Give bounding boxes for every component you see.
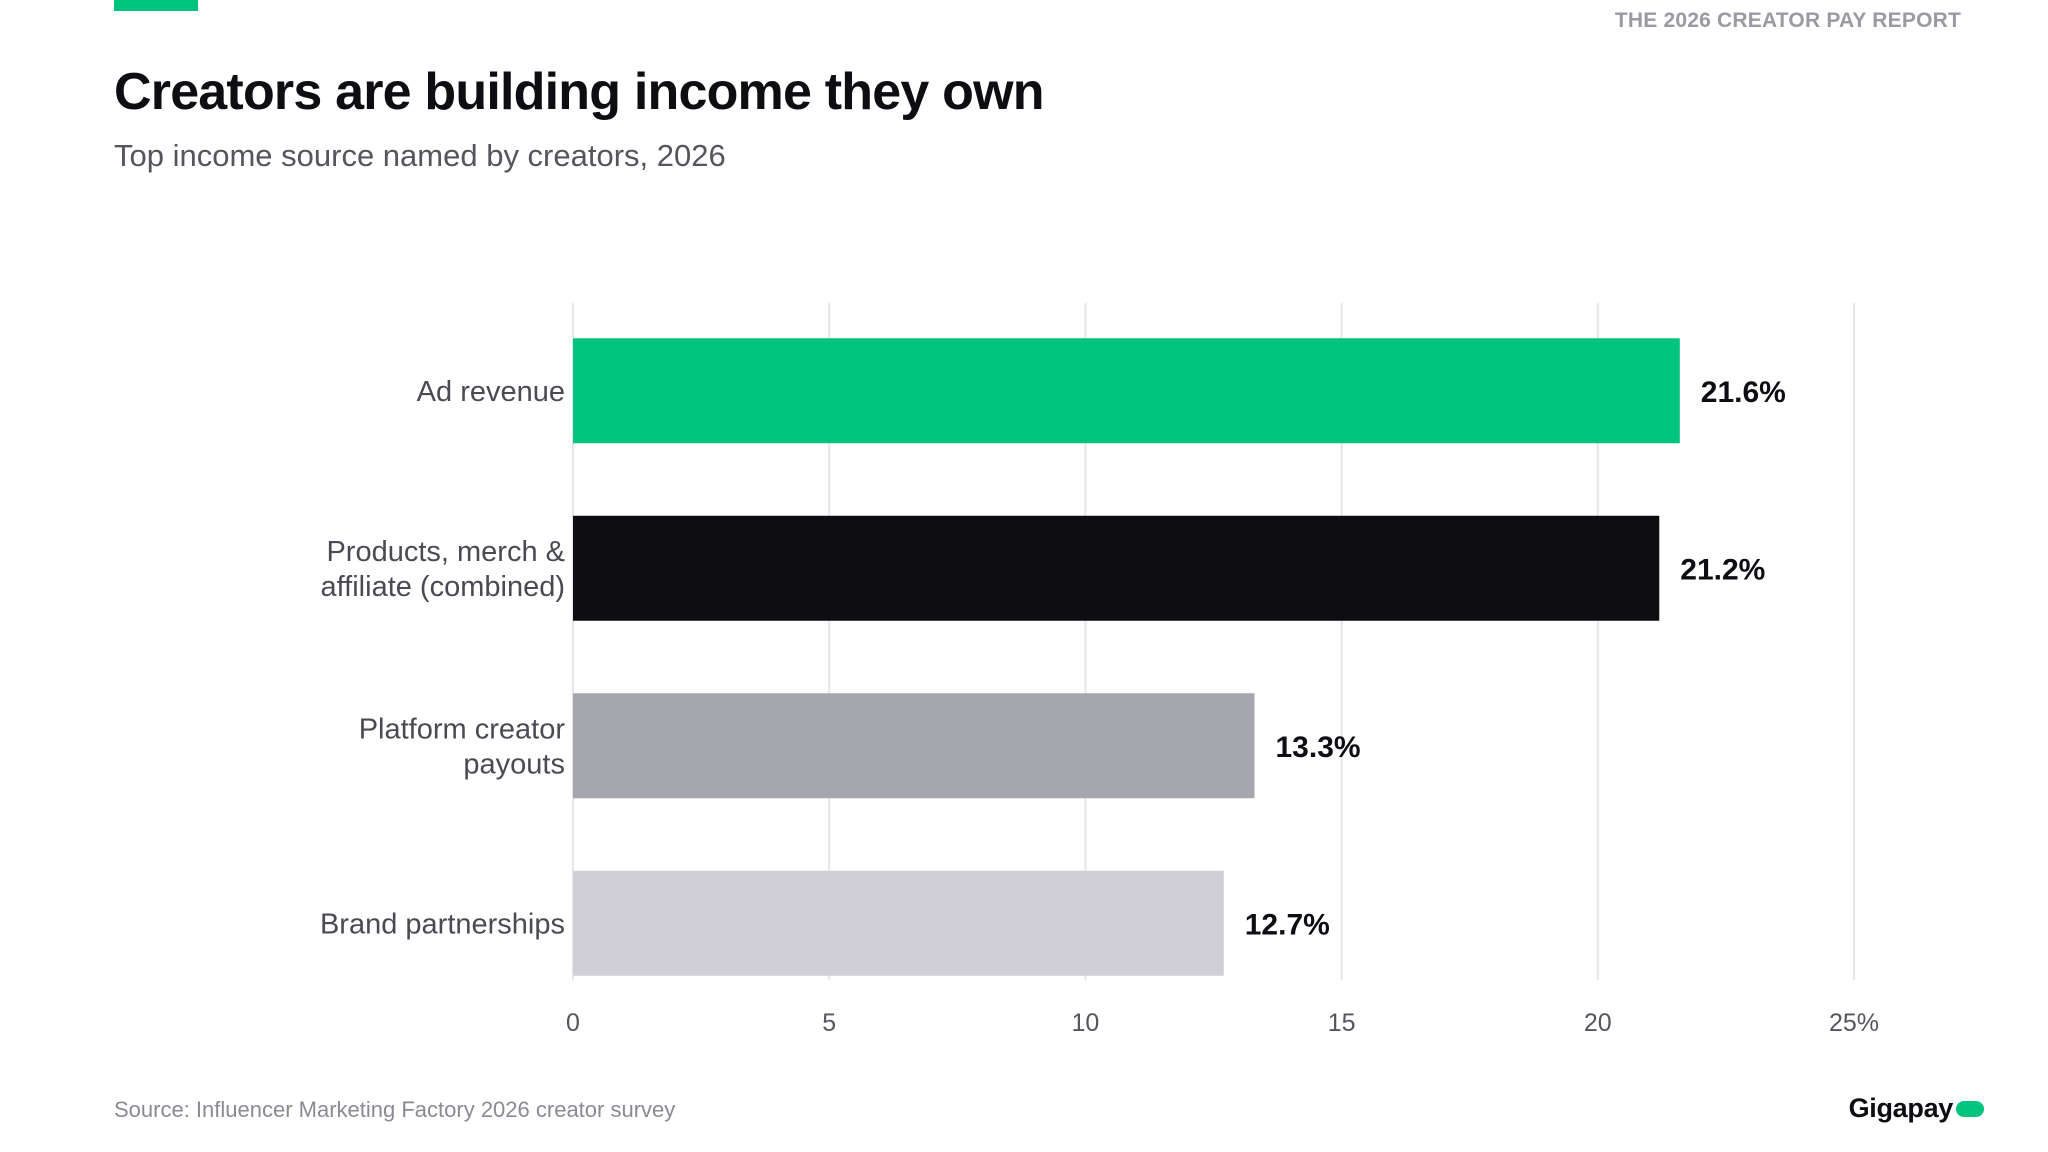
category-label-line: Platform creator [359,713,566,745]
bar-2 [573,693,1255,799]
x-tick-label: 0 [566,1009,580,1037]
value-label: 21.2% [1680,553,1765,586]
logo-wordmark: Gigapay [1848,1093,1954,1123]
chart-subtitle: Top income source named by creators, 202… [114,138,726,173]
chart-title: Creators are building income they own [114,63,1044,121]
category-label: Brand partnerships [320,908,565,940]
x-tick-label: 25% [1829,1009,1879,1037]
category-label: Products, merch & affiliate (combined) [321,536,565,603]
category-label-line: Products, merch & [326,536,565,568]
report-name: THE 2026 CREATOR PAY REPORT [1614,9,1961,32]
bar-1 [573,515,1660,621]
category-label: Ad revenue [417,376,565,408]
x-tick-label: 20 [1584,1009,1612,1037]
x-tick-label: 5 [822,1009,836,1037]
value-label: 21.6% [1701,376,1786,409]
source-note: Source: Influencer Marketing Factory 202… [114,1097,676,1122]
header-accent-bar [114,0,198,11]
bar-3 [573,870,1224,976]
category-label-line: affiliate (combined) [321,571,565,603]
category-label-line: Brand partnerships [320,908,565,940]
category-label-line: Ad revenue [417,376,565,408]
category-label-line: payouts [463,748,565,780]
bar-0 [573,338,1680,444]
value-label: 12.7% [1245,908,1330,941]
x-tick-label: 10 [1071,1009,1099,1037]
bar-chart: 0 5 10 15 20 25% 21.6% Ad revenue 21.2% Products,… [320,303,1879,1037]
value-label: 13.3% [1275,731,1360,764]
gigapay-logo: Gigapay [1849,1093,1984,1124]
logo-dot-icon [1956,1100,1984,1117]
bars [573,338,1680,976]
category-label: Platform creator payouts [359,713,566,780]
labels: 0 5 10 15 20 25% 21.6% Ad revenue 21.2% Products,… [320,376,1879,1037]
x-tick-label: 15 [1328,1009,1356,1037]
